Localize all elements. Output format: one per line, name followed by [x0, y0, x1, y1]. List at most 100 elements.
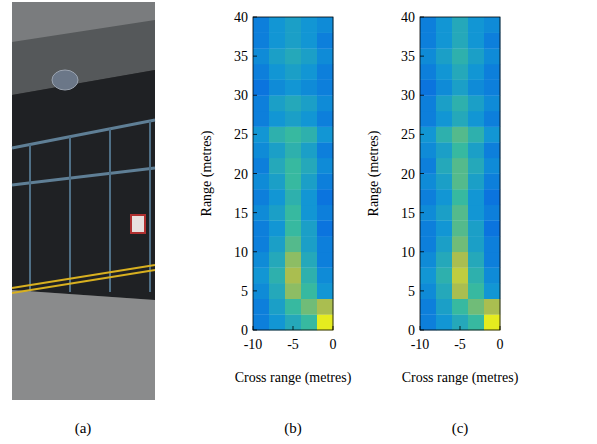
heatmap-cell — [285, 267, 301, 283]
y-tick-label: 35 — [234, 49, 248, 64]
heatmap-cell — [420, 236, 436, 252]
heatmap-cell — [269, 142, 285, 158]
heatmap-cell — [452, 189, 468, 205]
heatmap-cell — [484, 205, 500, 221]
heatmap-cell — [468, 283, 484, 299]
heatmap-cell — [317, 95, 333, 111]
heatmap-cell — [452, 64, 468, 80]
heatmap-cell — [301, 33, 317, 49]
heatmap-cell — [285, 236, 301, 252]
y-tick-label: 30 — [234, 88, 248, 103]
heatmap-cell — [301, 267, 317, 283]
heatmap-cell — [285, 205, 301, 221]
heatmap-cell — [253, 283, 269, 299]
y-tick-label: 0 — [241, 323, 248, 338]
heatmap-cell — [420, 252, 436, 268]
heatmap-cell — [253, 127, 269, 143]
y-tick-label: 40 — [401, 10, 415, 25]
heatmap-cell — [484, 283, 500, 299]
heatmap-cell — [285, 64, 301, 80]
heatmap-cell — [452, 48, 468, 64]
heatmap-cell — [253, 299, 269, 315]
heatmap-cell — [420, 174, 436, 190]
heatmap-cell — [269, 17, 285, 33]
heatmap-cell — [452, 220, 468, 236]
heatmap-cell — [301, 220, 317, 236]
heatmap-cell — [269, 111, 285, 127]
heatmap-cell — [301, 111, 317, 127]
heatmap-cell — [317, 189, 333, 205]
heatmap-cell — [420, 314, 436, 330]
y-tick-label: 5 — [241, 284, 248, 299]
heatmap-cell — [468, 236, 484, 252]
heatmap-cell — [468, 220, 484, 236]
heatmap-cell — [269, 252, 285, 268]
photo-rail-post — [69, 137, 71, 292]
panel-label: (c) — [452, 420, 469, 437]
heatmap-cell — [452, 299, 468, 315]
y-tick-label: 15 — [234, 206, 248, 221]
x-tick — [253, 326, 254, 330]
heatmap-cell — [436, 252, 452, 268]
heatmap-cell — [436, 220, 452, 236]
heatmap-cell — [420, 48, 436, 64]
heatmap-cell — [253, 48, 269, 64]
heatmap-cell — [436, 48, 452, 64]
heatmap-cell — [484, 80, 500, 96]
y-tick — [420, 212, 424, 213]
y-tick-label: 25 — [401, 127, 415, 142]
heatmap-cell — [269, 95, 285, 111]
y-tick-label: 35 — [401, 49, 415, 64]
y-tick — [253, 251, 257, 252]
heatmap-cell — [468, 158, 484, 174]
heatmap-cell — [285, 220, 301, 236]
y-tick-label: 10 — [234, 245, 248, 260]
heatmap-cell — [420, 127, 436, 143]
heatmap-cell — [253, 111, 269, 127]
heatmap-cell — [436, 95, 452, 111]
heatmap-cell — [301, 174, 317, 190]
heatmap-cell — [484, 158, 500, 174]
photo-lamp — [52, 70, 78, 90]
heatmap-cell — [317, 205, 333, 221]
heatmap-cell — [468, 33, 484, 49]
heatmap-cell — [285, 95, 301, 111]
heatmap-cell — [484, 189, 500, 205]
heatmap-cell — [468, 64, 484, 80]
heatmap-cell — [452, 267, 468, 283]
y-tick-label: 5 — [408, 284, 415, 299]
heatmap-cell — [285, 252, 301, 268]
heatmap-cell — [436, 17, 452, 33]
heatmap-cell — [301, 48, 317, 64]
heatmap-cell — [269, 205, 285, 221]
heatmap-cell — [285, 142, 301, 158]
plot-frame — [420, 17, 500, 330]
y-tick — [420, 134, 424, 135]
y-tick — [253, 330, 257, 331]
heatmap-cell — [420, 205, 436, 221]
heatmap-cell — [317, 314, 333, 330]
heatmap-cell — [468, 111, 484, 127]
x-tick — [460, 326, 461, 330]
heatmap-cell — [253, 142, 269, 158]
heatmap-cell — [253, 64, 269, 80]
photo-wall — [12, 70, 155, 300]
heatmap-cell — [285, 174, 301, 190]
heatmap-cell — [468, 174, 484, 190]
heatmap-cell — [253, 95, 269, 111]
heatmap-cell — [285, 127, 301, 143]
heatmap-cell — [285, 80, 301, 96]
heatmap-cell — [317, 64, 333, 80]
heatmap-cell — [301, 236, 317, 252]
heatmap-cell — [436, 33, 452, 49]
heatmap-cell — [436, 127, 452, 143]
x-tick — [293, 326, 294, 330]
heatmap-cell — [420, 189, 436, 205]
heatmap-cell — [484, 111, 500, 127]
heatmap-cell — [436, 299, 452, 315]
heatmap-cell — [468, 17, 484, 33]
heatmap-cell — [436, 267, 452, 283]
heatmap-cell — [317, 80, 333, 96]
figure: (a)0510152025303540-10-50Range (metres)C… — [0, 0, 597, 444]
heatmap-cell — [452, 314, 468, 330]
